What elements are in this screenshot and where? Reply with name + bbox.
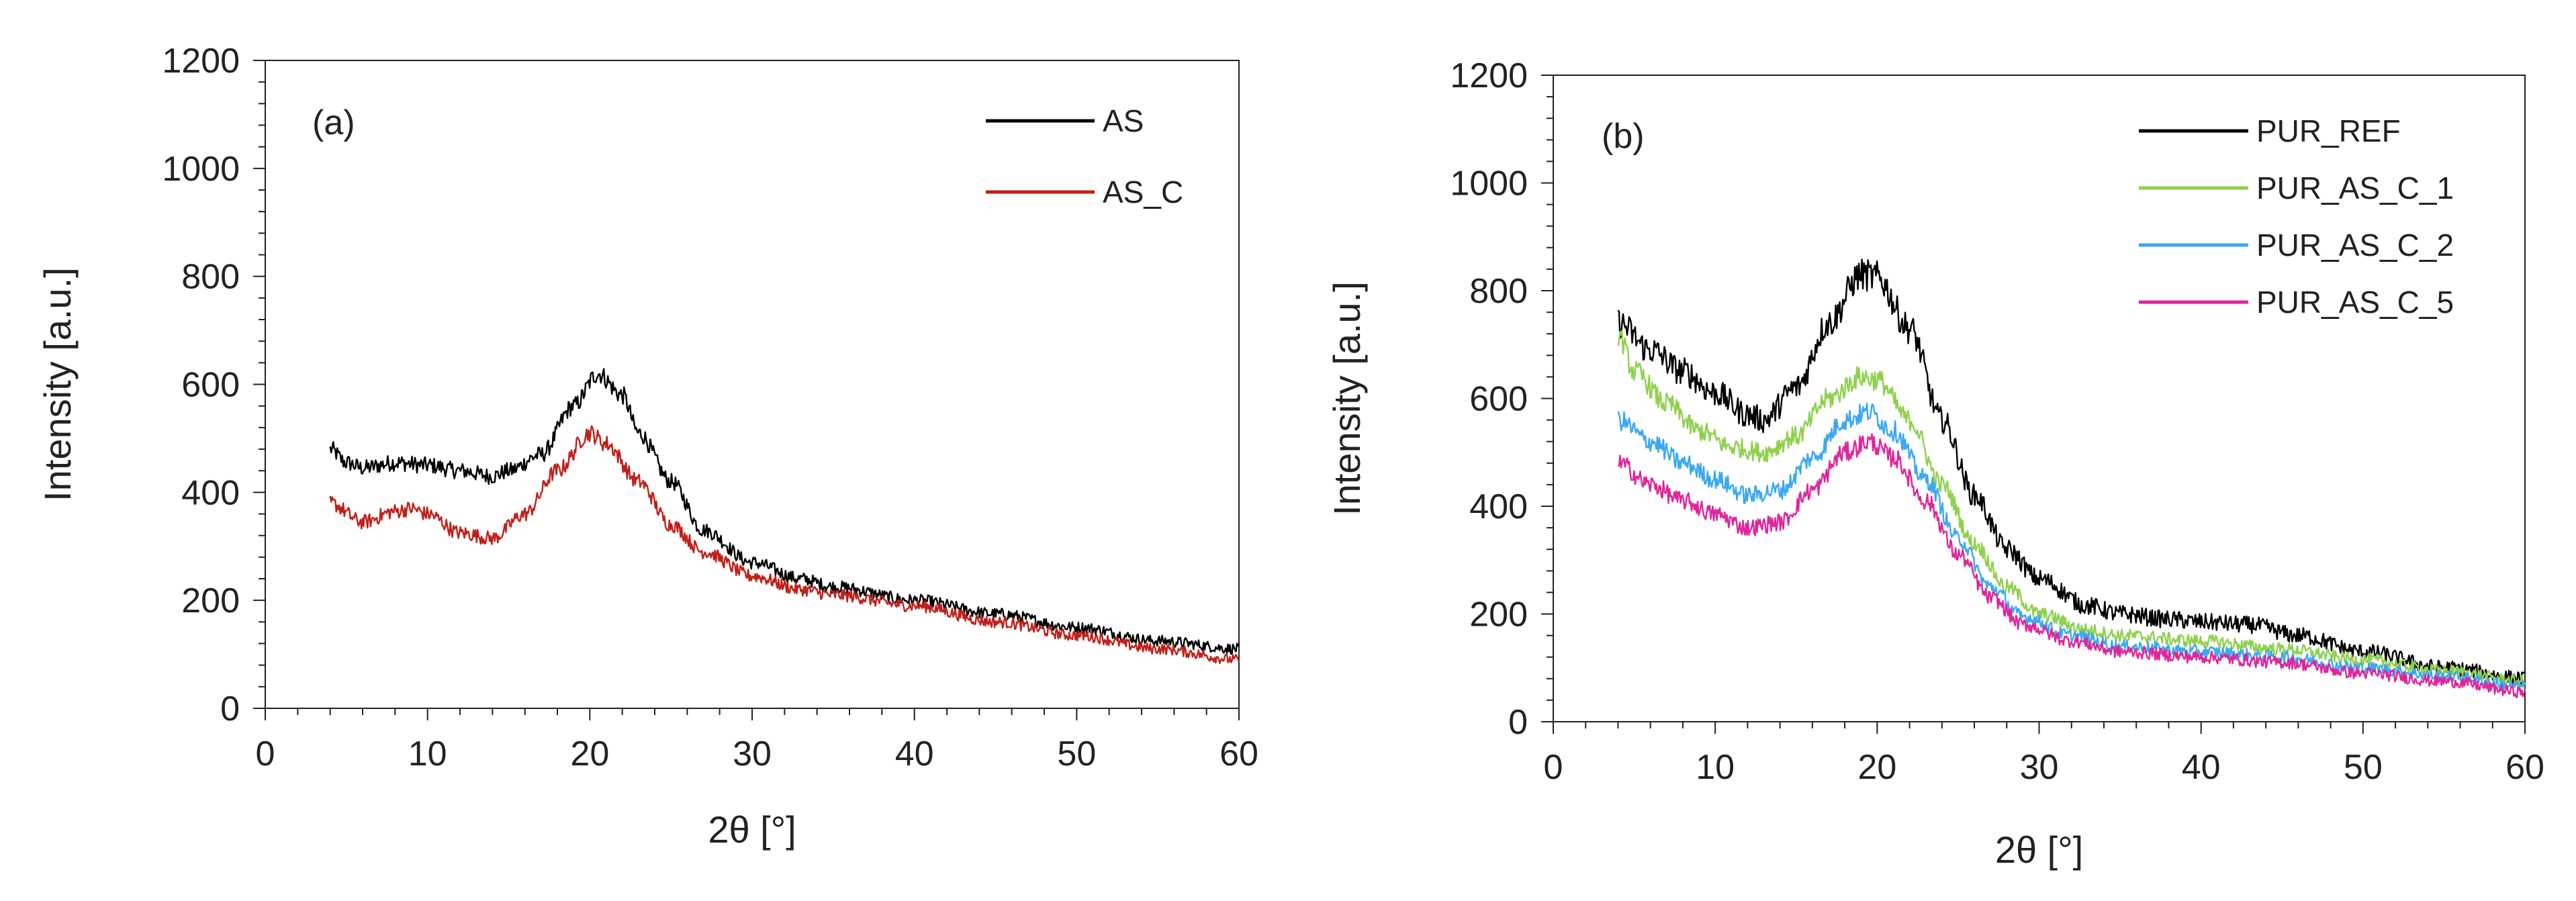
y-tick-label: 800 [181,258,240,297]
y-tick-label: 600 [181,366,240,405]
x-tick-label: 10 [1696,748,1735,787]
legend-label: PUR_AS_C_2 [2256,228,2454,263]
series-line-as [329,368,1240,655]
y-tick-label: 1200 [1450,56,1528,95]
series-line-pur_as_c_2 [1617,402,2526,692]
x-tick-label: 40 [2182,748,2221,787]
y-axis-title: Intensity [a.u.] [1326,281,1368,516]
y-tick-label: 800 [1469,272,1528,311]
series-line-pur_as_c_5 [1618,433,2526,699]
x-tick-label: 10 [408,734,447,773]
legend-label: PUR_AS_C_1 [2256,171,2454,205]
x-tick-label: 0 [256,734,275,773]
y-tick-label: 200 [1469,596,1528,634]
y-tick-label: 1000 [1450,164,1528,203]
x-tick-label: 30 [2020,748,2059,787]
y-tick-label: 1200 [162,42,240,81]
y-tick-label: 0 [1508,703,1528,742]
x-axis-title: 2θ [°] [1995,828,2083,871]
series-line-pur_as_c_1 [1617,330,2526,687]
chart-panel-b: 0 200 400 600 800 1000 1200 0 10 20 30 40 50 60 2θ [°]… [1326,56,2544,871]
y-tick-label: 0 [220,690,240,728]
chart-panel-a: 0 200 400 600 800 1000 1200 0 10 20 30 40 50 60 2θ [°]… [36,42,1258,851]
x-tick-label: 50 [2344,748,2383,787]
y-tick-label: 400 [1469,487,1528,526]
x-tick-label: 20 [1857,748,1896,787]
legend-label: AS [1103,103,1144,138]
y-tick-label: 600 [1469,380,1528,419]
panel-label: (a) [312,103,355,142]
y-tick-label: 400 [181,473,240,512]
x-tick-label: 40 [895,734,934,773]
legend-label: AS_C [1103,175,1183,209]
x-tick-label: 60 [1220,734,1258,773]
panel-label: (b) [1602,117,1645,156]
legend-label: PUR_AS_C_5 [2256,285,2454,320]
x-tick-label: 50 [1057,734,1096,773]
y-axis-title: Intensity [a.u.] [36,267,79,502]
plot-frame [265,60,1240,709]
series-line-as_c [329,425,1240,665]
x-tick-label: 20 [570,734,609,773]
x-axis-title: 2θ [°] [708,808,796,851]
x-tick-label: 60 [2505,748,2544,787]
y-tick-label: 200 [181,581,240,620]
x-tick-label: 0 [1544,748,1563,787]
x-tick-label: 30 [733,734,772,773]
legend-label: PUR_REF [2256,113,2401,148]
y-tick-label: 1000 [162,150,240,189]
series-line-pur_ref [1617,258,2526,686]
